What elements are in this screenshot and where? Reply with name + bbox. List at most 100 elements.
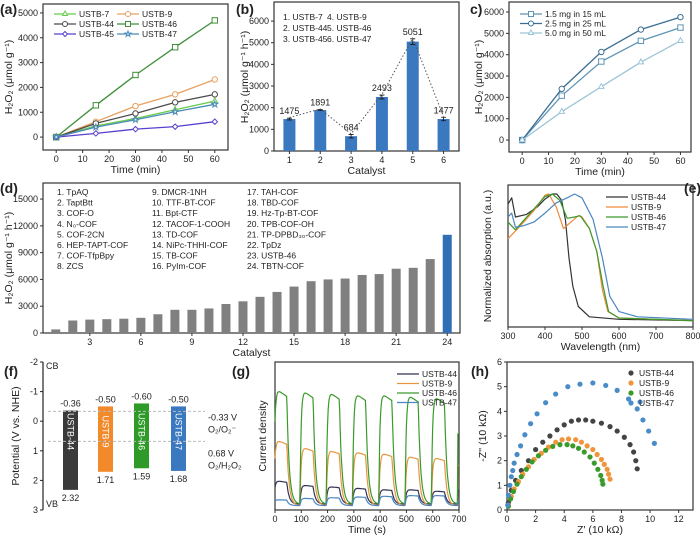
x-tick-label: 3 xyxy=(87,337,92,347)
legend-entry: 24. TBTN-COF xyxy=(247,261,304,271)
data-point xyxy=(123,29,133,38)
bar xyxy=(340,278,350,333)
data-point xyxy=(637,399,643,405)
legend-entry: USTB-44 xyxy=(422,369,457,379)
y-tick-label: 15000 xyxy=(13,194,38,204)
band-name: USTB-44 xyxy=(66,413,76,450)
data-point xyxy=(517,443,524,449)
bar xyxy=(85,319,95,333)
reference-value: 0.68 V xyxy=(208,448,234,458)
x-tick-label: 40 xyxy=(157,154,167,164)
y-tick-label: 0 xyxy=(33,328,38,338)
data-point xyxy=(170,107,180,116)
x-tick-label: 6 xyxy=(441,155,446,165)
legend-entry: 1. TpAQ xyxy=(57,187,89,197)
data-point xyxy=(557,442,563,448)
data-point xyxy=(125,21,131,27)
data-point xyxy=(547,433,553,439)
y-tick-label: 1 xyxy=(497,480,502,490)
legend-entry: USTB-7 xyxy=(79,9,110,19)
bar xyxy=(102,319,112,333)
x-tick-label: 2 xyxy=(318,155,323,165)
data-point xyxy=(565,436,572,442)
data-point xyxy=(640,417,646,423)
vb-value: 1.71 xyxy=(97,475,115,485)
error-bar xyxy=(317,109,323,111)
legend-entry: USTB-47 xyxy=(422,398,457,408)
legend-entry: 14. NiPc-THHI-COF xyxy=(152,240,228,250)
y-tick-label: 1000 xyxy=(18,107,38,117)
data-point xyxy=(527,28,535,35)
x-axis-label: Z' (10 kΩ) xyxy=(577,524,623,536)
y-axis-label: H₂O₂ (μmol g⁻¹ h⁻¹) xyxy=(3,212,15,304)
y-tick-label: 0 xyxy=(264,146,269,156)
data-point xyxy=(646,428,652,434)
error-bar xyxy=(348,134,354,139)
error-bar xyxy=(379,94,385,100)
y-tick-label: 1000 xyxy=(249,124,269,134)
data-point xyxy=(211,91,218,98)
trend-connector xyxy=(289,36,445,135)
data-point xyxy=(587,454,593,460)
data-point xyxy=(543,400,549,406)
cb-value: -0.50 xyxy=(168,394,189,404)
bar xyxy=(442,234,452,333)
y-tick-label: 0 xyxy=(499,135,504,145)
data-point xyxy=(514,481,520,487)
bar xyxy=(136,317,146,333)
bar xyxy=(374,274,384,333)
panel-label: (d) xyxy=(0,180,18,196)
data-point xyxy=(510,467,516,474)
panel-label: (b) xyxy=(236,1,254,17)
bar xyxy=(119,318,129,333)
legend-marker xyxy=(628,390,634,396)
data-point xyxy=(614,387,620,393)
x-tick-label: 600 xyxy=(425,514,440,524)
data-point xyxy=(210,99,220,109)
data-point xyxy=(634,466,640,472)
series-line xyxy=(274,391,459,505)
bar xyxy=(314,110,327,151)
band-bar xyxy=(134,403,149,469)
y-tick-label: 6000 xyxy=(18,274,38,284)
panel-c: 0 10 20 30 40 50 60 0 1000 2000 3000 4000 5000 6000 Ti… xyxy=(470,1,692,178)
y-tick-label: 4 xyxy=(497,406,502,416)
legend-entry: USTB-44 xyxy=(631,192,666,202)
legend-entry: USTB-46 xyxy=(631,212,666,222)
legend-entry: USTB-47 xyxy=(631,222,666,232)
panel-label: (a) xyxy=(0,1,17,17)
y-tick-label: 3 xyxy=(33,505,38,515)
data-point xyxy=(534,411,540,417)
data-point xyxy=(565,384,571,390)
legend-entry: USTB-44 xyxy=(79,19,114,29)
band-bar xyxy=(98,406,113,472)
data-point xyxy=(607,476,613,482)
plot-frame xyxy=(507,184,694,328)
cb-value: -0.50 xyxy=(95,394,116,404)
data-point xyxy=(558,92,565,99)
x-tick-label: 8 xyxy=(619,514,624,524)
legend-marker xyxy=(628,400,634,406)
y-tick-label: 3 xyxy=(497,431,502,441)
data-point xyxy=(598,472,604,479)
y-axis-label: H₂O₂ (μmol g⁻¹) xyxy=(3,40,15,115)
x-tick-label: 0 xyxy=(504,514,509,524)
data-point xyxy=(626,396,632,402)
data-point xyxy=(603,382,609,389)
bar xyxy=(51,329,61,333)
x-tick-label: 60 xyxy=(675,156,685,166)
y-tick-label: 6000 xyxy=(484,7,504,17)
band-bar xyxy=(63,410,78,490)
redox-couple: O₂/H₂O₂ xyxy=(208,460,242,470)
data-point xyxy=(505,502,511,508)
data-label: 1475 xyxy=(279,106,299,116)
data-label: 684 xyxy=(344,122,359,132)
x-axis-label: Time (min) xyxy=(575,166,625,178)
data-point xyxy=(507,482,513,488)
data-label: 1891 xyxy=(310,98,330,108)
panel-a: 0 10 20 30 40 50 60 0 1000 2000 3000 4000 5000 Time (… xyxy=(0,1,229,176)
vb-value: 1.68 xyxy=(170,474,188,484)
x-tick-label: 1 xyxy=(287,155,292,165)
